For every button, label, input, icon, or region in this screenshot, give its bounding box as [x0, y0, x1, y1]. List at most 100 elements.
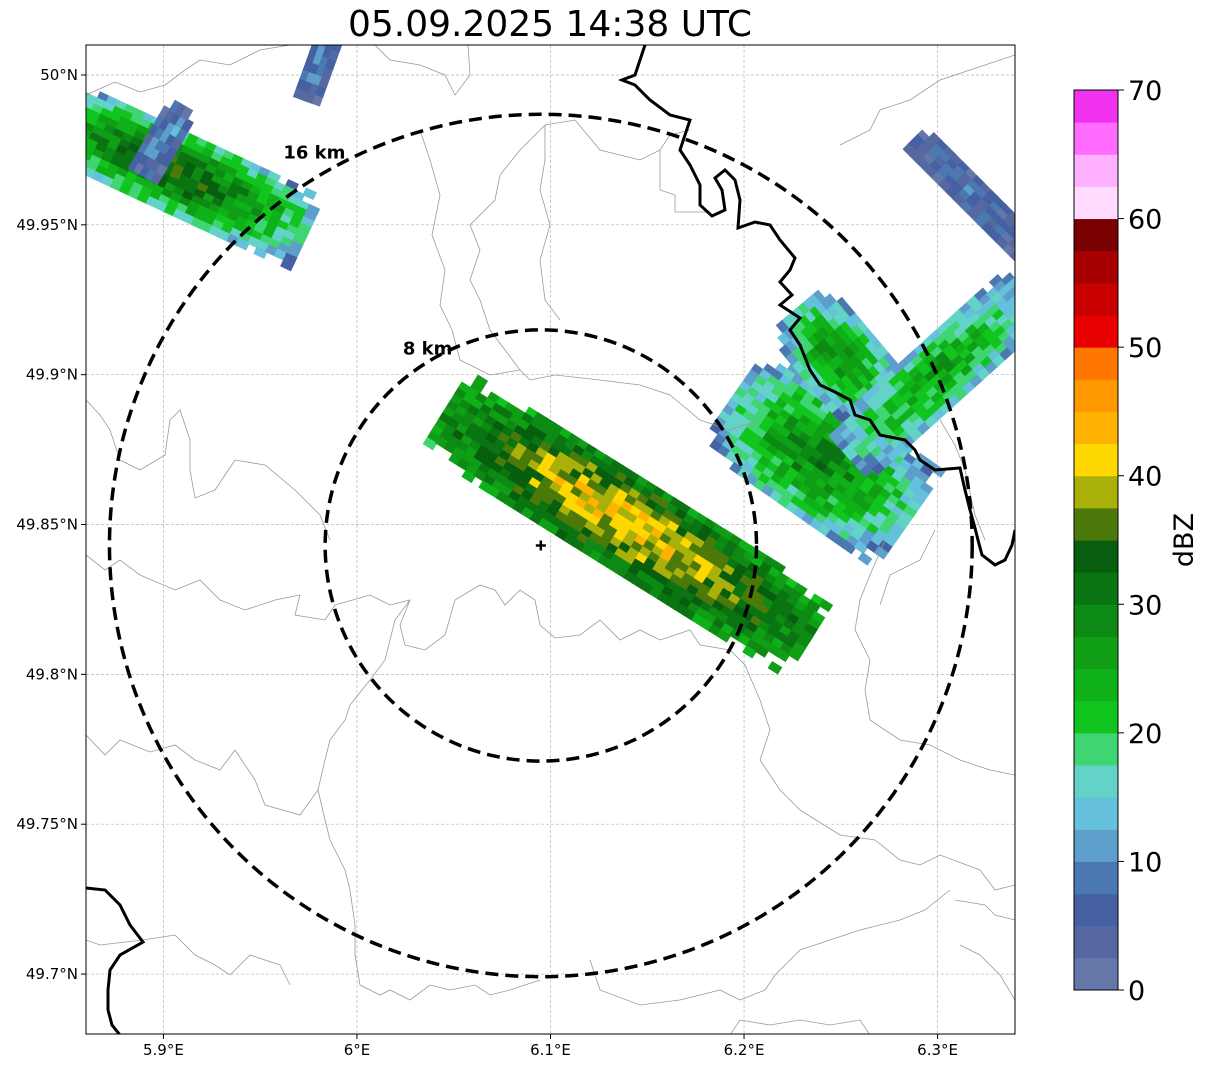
- echo-gate: [68, 152, 82, 165]
- map-title: 05.09.2025 14:38 UTC: [347, 4, 753, 45]
- national-border: [617, 45, 1015, 567]
- echo-gate: [914, 470, 930, 484]
- echo-gate: [29, 142, 43, 155]
- echo-gate: [52, 115, 66, 128]
- echo-gate: [1004, 226, 1015, 242]
- echo-gate: [35, 107, 49, 120]
- colorbar-tick-label: 0: [1128, 976, 1145, 1007]
- echo-gate: [52, 93, 66, 106]
- echo-gate: [29, 119, 43, 132]
- echo-gate: [1019, 241, 1033, 255]
- echo-gate: [1014, 332, 1015, 347]
- echo-gate: [47, 128, 61, 141]
- colorbar-swatch: [1074, 347, 1118, 380]
- echo-gate: [305, 203, 321, 217]
- echo-gate: [1000, 272, 1015, 287]
- colorbar-swatch: [1074, 957, 1118, 991]
- colorbar-swatch: [1074, 90, 1118, 123]
- echo-gate: [898, 510, 914, 525]
- echo-gate: [65, 136, 79, 149]
- echo-gate: [61, 120, 75, 133]
- echo-gate: [1009, 250, 1015, 265]
- echo-gate: [280, 258, 295, 272]
- lon-tick-label: 6°E: [344, 1041, 371, 1059]
- echo-gate: [253, 246, 268, 259]
- echo-gate: [1028, 232, 1042, 246]
- colorbar-swatch: [1074, 411, 1118, 445]
- border-gray: [730, 1019, 870, 1034]
- colorbar-swatch: [1074, 507, 1118, 541]
- echo-gate: [1022, 326, 1037, 340]
- echo-gate: [792, 582, 808, 597]
- colorbar-frame: [1073, 89, 1119, 991]
- echo-gate: [291, 234, 306, 247]
- national-border: [86, 886, 146, 1034]
- colorbar-swatch: [1074, 700, 1118, 734]
- border-gray: [739, 889, 951, 1001]
- echo-gate: [41, 117, 55, 130]
- echo-gate: [1028, 302, 1043, 316]
- echo-gate: [32, 113, 46, 126]
- echo-gate: [791, 641, 807, 656]
- colorbar-swatch: [1074, 668, 1118, 702]
- axis-ticks: 49.7°N 49.75°N 49.8°N 49.85°N 49.9°N 49.95°N 5…: [16, 66, 958, 1059]
- range-rings: 8 km 16 km: [107, 112, 974, 979]
- echo-gate: [890, 522, 905, 537]
- border-gray: [729, 649, 1015, 891]
- echo-gate: [910, 493, 926, 507]
- border-gray: [86, 45, 291, 96]
- echo-gate: [1021, 225, 1035, 239]
- echo-gate: [894, 516, 910, 531]
- echo-gate: [174, 103, 188, 118]
- border-gray: [959, 944, 1015, 1001]
- colorbar-tick-label: 70: [1128, 76, 1162, 107]
- border-gray: [589, 959, 741, 1006]
- echo-gate: [771, 560, 786, 575]
- border-gray: [879, 529, 936, 606]
- echo-gate: [302, 209, 318, 223]
- echo-gate: [873, 545, 889, 560]
- colorbar-swatch: [1074, 893, 1118, 927]
- colorbar-swatch: [1074, 604, 1118, 637]
- echo-gate: [180, 106, 194, 121]
- colorbar-tick-label: 30: [1128, 590, 1162, 621]
- border-gray: [142, 934, 291, 986]
- echo-gate: [1005, 322, 1015, 337]
- echo-gate: [70, 124, 84, 137]
- lon-tick-label: 6.3°E: [917, 1041, 958, 1059]
- colorbar-tick-label: 50: [1128, 333, 1162, 364]
- border-gray: [954, 899, 1015, 921]
- colorbar-swatch: [1074, 443, 1118, 477]
- echo-gate: [312, 45, 325, 46]
- border-gray: [539, 125, 561, 321]
- range-ring: [323, 328, 759, 763]
- echo-gate: [55, 87, 69, 100]
- lat-tick-label: 49.95°N: [16, 216, 78, 234]
- echo-gate: [882, 534, 897, 548]
- echo-gate: [294, 228, 309, 241]
- colorbar-swatch: [1074, 540, 1118, 573]
- echo-gate: [68, 130, 82, 143]
- echo-gate: [180, 118, 194, 133]
- echo-gate: [1007, 238, 1015, 254]
- border-gray: [86, 939, 144, 946]
- echo-gate: [902, 504, 918, 519]
- echo-gate: [37, 101, 51, 114]
- echo-gate: [67, 107, 81, 120]
- echo-gate: [787, 647, 803, 662]
- lat-tick-label: 50°N: [40, 66, 78, 84]
- echo-gate: [46, 83, 60, 96]
- echo-gate: [302, 187, 317, 201]
- colorbar-swatch: [1074, 572, 1118, 605]
- border-gray: [419, 129, 761, 431]
- colorbar-swatch: [1074, 250, 1118, 284]
- echo-gate: [64, 113, 78, 126]
- border-gray: [234, 749, 319, 816]
- echo-gate: [877, 539, 893, 554]
- echo-gate: [1006, 339, 1015, 354]
- colorbar-swatch: [1074, 797, 1118, 830]
- echo-cell: [292, 45, 344, 107]
- echo-gate: [886, 528, 901, 543]
- echo-gate: [282, 252, 298, 266]
